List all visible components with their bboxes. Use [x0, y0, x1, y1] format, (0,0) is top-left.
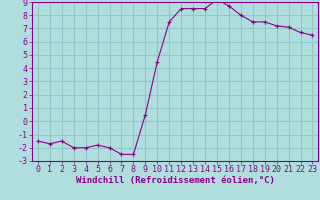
- X-axis label: Windchill (Refroidissement éolien,°C): Windchill (Refroidissement éolien,°C): [76, 176, 275, 185]
